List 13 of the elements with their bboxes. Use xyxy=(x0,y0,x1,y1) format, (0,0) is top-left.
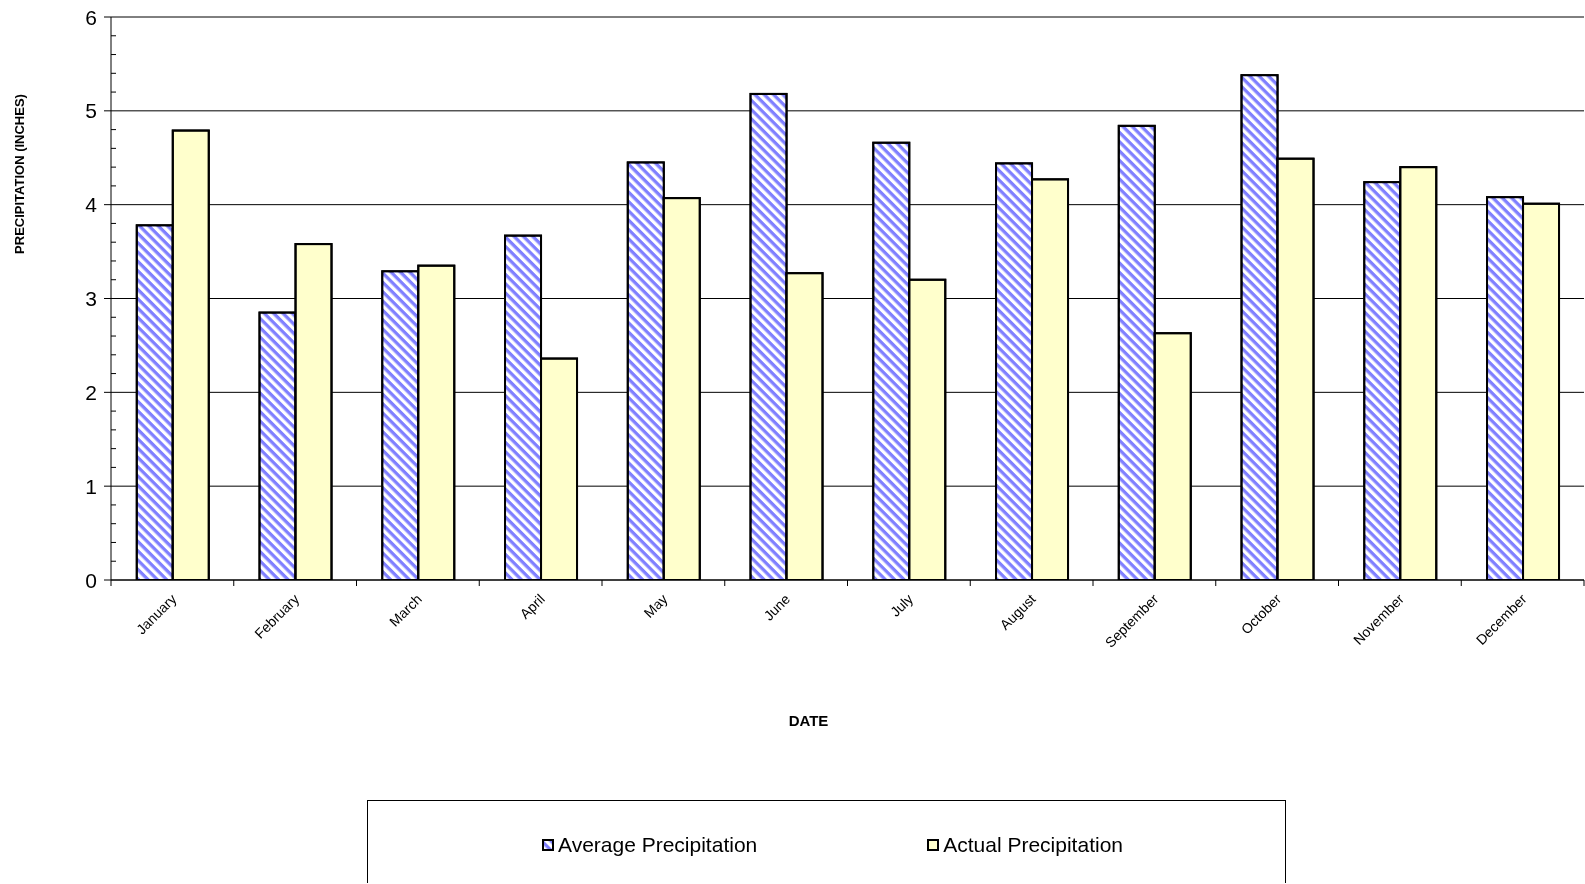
y-tick-label: 5 xyxy=(85,99,97,123)
y-tick-label: 3 xyxy=(85,287,97,311)
legend-label: Average Precipitation xyxy=(558,832,758,858)
y-tick-label: 2 xyxy=(85,380,97,404)
y-tick-label: 4 xyxy=(85,193,98,217)
x-axis-title: DATE xyxy=(788,712,829,729)
x-tick-label: July xyxy=(887,590,916,620)
y-tick-label: 1 xyxy=(85,474,97,498)
x-tick-label: May xyxy=(640,590,671,621)
y-tick-label: 6 xyxy=(85,5,97,29)
y-tick-label: 0 xyxy=(85,568,97,592)
legend-label: Actual Precipitation xyxy=(943,832,1123,858)
y-axis-title: PRECIPITATION (INCHES) xyxy=(11,94,27,254)
